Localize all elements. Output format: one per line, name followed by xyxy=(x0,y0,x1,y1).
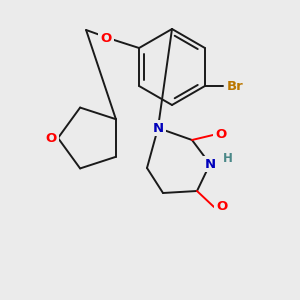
Text: H: H xyxy=(223,152,233,166)
Text: O: O xyxy=(215,128,226,142)
Text: O: O xyxy=(45,131,57,145)
Text: O: O xyxy=(216,200,228,214)
Text: N: N xyxy=(204,158,216,170)
Text: O: O xyxy=(100,32,112,44)
Text: Br: Br xyxy=(226,80,243,92)
Text: N: N xyxy=(152,122,164,134)
